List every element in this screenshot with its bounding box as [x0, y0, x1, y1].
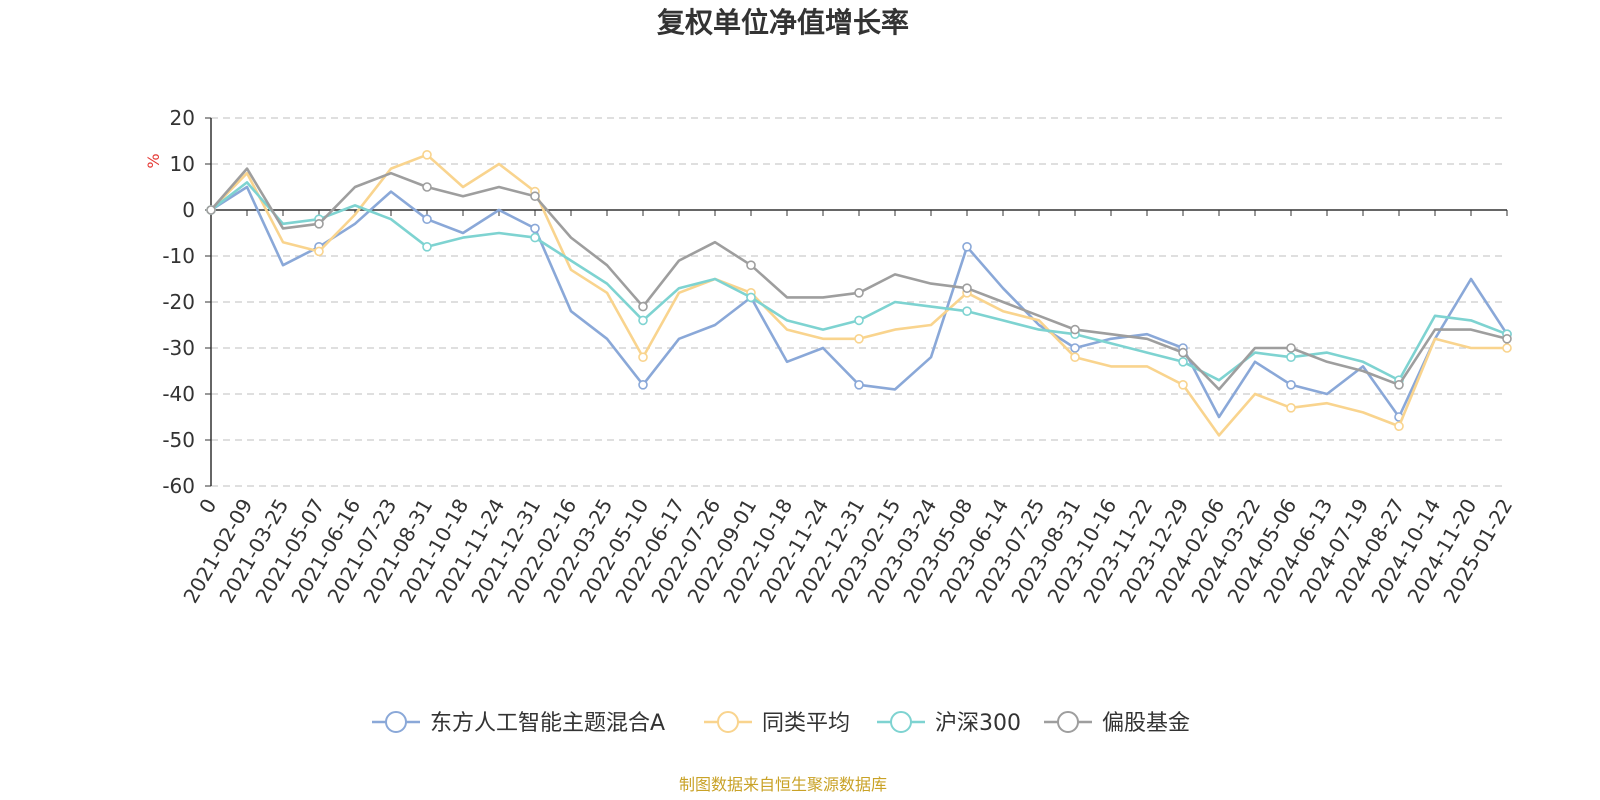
data-point	[1286, 379, 1296, 390]
y-tick-label: 10	[170, 152, 195, 176]
data-point	[638, 301, 648, 312]
data-point	[854, 315, 864, 326]
data-point	[422, 214, 432, 224]
data-point	[1286, 402, 1296, 413]
y-tick-label: 20	[170, 106, 195, 130]
y-tick-label: -60	[162, 474, 195, 498]
data-point	[854, 287, 864, 298]
data-point	[962, 242, 972, 252]
data-point	[854, 379, 864, 390]
data-point	[1502, 343, 1512, 353]
grid-lines	[211, 117, 1507, 487]
data-point	[422, 182, 432, 192]
data-point	[1178, 379, 1188, 390]
data-point	[314, 219, 324, 229]
data-point	[746, 292, 756, 303]
data-point	[530, 223, 540, 234]
legend[interactable]: 东方人工智能主题混合A 同类平均 沪深300 偏股基金	[372, 711, 1190, 736]
series-lines	[206, 150, 1512, 437]
data-source-note: 制图数据来自恒生聚源数据库	[679, 775, 887, 794]
legend-label: 沪深300	[935, 711, 1021, 736]
legend-label: 同类平均	[762, 711, 850, 736]
y-tick-label: -40	[162, 382, 195, 406]
legend-marker	[385, 711, 407, 733]
data-point	[1070, 352, 1080, 363]
legend-label: 东方人工智能主题混合A	[430, 711, 665, 736]
data-point	[530, 232, 540, 243]
data-point	[746, 260, 756, 271]
y-tick-label: -30	[162, 336, 195, 360]
chart-title: 复权单位净值增长率	[657, 6, 909, 39]
data-point	[314, 246, 324, 257]
legend-item-1[interactable]: 同类平均	[704, 711, 850, 736]
y-tick-label: 0	[182, 198, 195, 222]
x-axis: 02021-02-092021-03-252021-05-072021-06-1…	[178, 209, 1517, 607]
y-axis-unit: %	[144, 153, 163, 168]
data-point	[206, 205, 216, 215]
data-point	[422, 150, 432, 160]
data-point	[638, 315, 648, 326]
y-tick-label: -50	[162, 428, 195, 452]
data-point	[1070, 343, 1080, 353]
data-point	[1394, 421, 1404, 432]
y-tick-label: -20	[162, 290, 195, 314]
legend-label: 偏股基金	[1102, 711, 1190, 736]
legend-marker	[1057, 711, 1079, 733]
data-point	[1394, 379, 1404, 390]
data-point	[1070, 324, 1080, 335]
data-point	[1178, 356, 1188, 367]
data-point	[638, 379, 648, 390]
y-tick-label: -10	[162, 244, 195, 268]
legend-marker	[890, 711, 912, 733]
data-point	[530, 191, 540, 201]
data-point	[1286, 343, 1296, 353]
y-axis: 20 10 0 -10 -20 -30 -40 -50 -60	[162, 106, 212, 498]
data-point	[1178, 347, 1188, 358]
data-point	[962, 283, 972, 294]
legend-marker	[717, 711, 739, 733]
data-point	[1286, 352, 1296, 363]
x-tick-label: 0	[194, 495, 221, 518]
data-point	[1502, 333, 1512, 344]
data-point	[962, 306, 972, 317]
data-point	[638, 352, 648, 363]
legend-item-3[interactable]: 偏股基金	[1044, 711, 1190, 736]
data-point	[854, 333, 864, 344]
data-point	[422, 242, 432, 252]
legend-item-2[interactable]: 沪深300	[877, 711, 1021, 736]
legend-item-0[interactable]: 东方人工智能主题混合A	[372, 711, 665, 736]
